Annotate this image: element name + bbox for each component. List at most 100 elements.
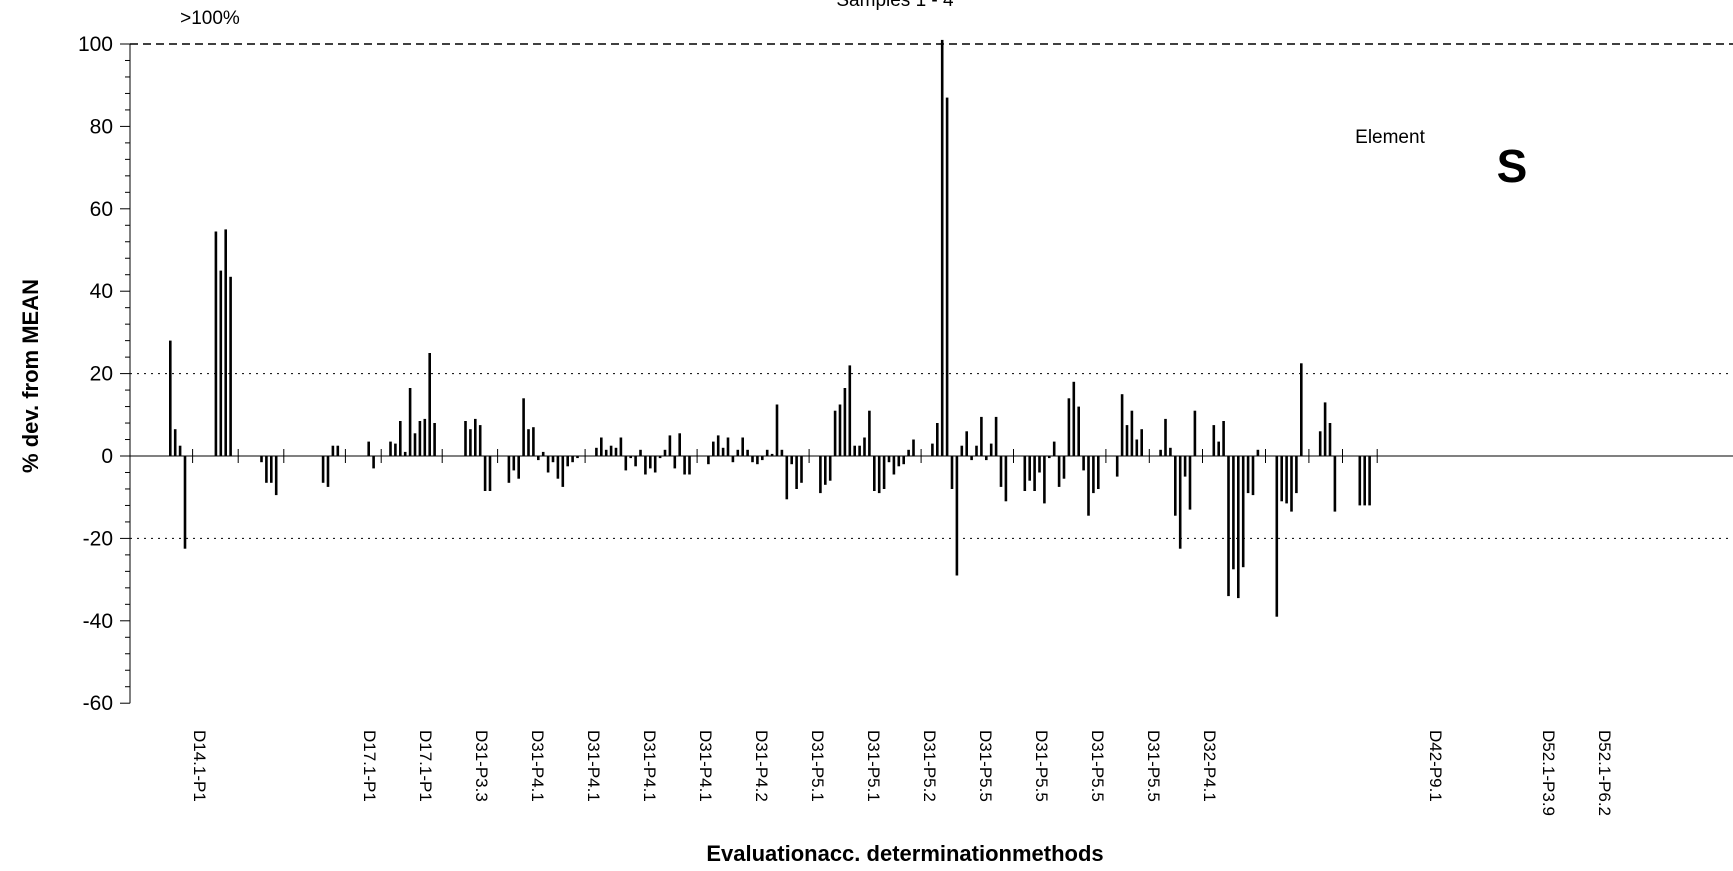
bar: [1363, 456, 1366, 506]
bar: [478, 425, 482, 456]
bar: [1246, 456, 1250, 494]
bar: [828, 456, 832, 481]
bar: [321, 456, 325, 483]
bar: [517, 456, 520, 479]
bar: [1169, 447, 1172, 456]
bar: [721, 447, 725, 456]
bar: [1004, 456, 1008, 502]
bar: [980, 416, 983, 456]
y-tick-label: -20: [83, 527, 113, 550]
bar: [1130, 410, 1134, 456]
category-label: D31-P4.1: [640, 730, 659, 802]
bar: [532, 427, 535, 456]
bar: [1285, 456, 1288, 504]
category-label: D31-P5.2: [920, 730, 939, 802]
reference-lines: [130, 43, 1733, 539]
bar: [1038, 456, 1041, 473]
bar: [566, 456, 569, 467]
bar: [873, 456, 876, 491]
bar: [931, 443, 934, 456]
bar: [970, 456, 973, 461]
bar: [1048, 456, 1051, 459]
bar: [604, 449, 608, 456]
bar: [507, 456, 511, 483]
bar: [413, 433, 417, 456]
bar: [1087, 456, 1090, 516]
bar: [985, 456, 988, 461]
bar: [683, 456, 686, 475]
bar: [260, 456, 263, 463]
overflow-label: >100%: [180, 8, 240, 29]
category-label: D32-P4.1: [1200, 730, 1219, 802]
bar: [863, 437, 866, 456]
bar: [819, 456, 822, 494]
bar: [1318, 431, 1322, 456]
category-label: D31-P3.3: [472, 730, 491, 802]
bar: [994, 416, 998, 456]
bar: [1125, 425, 1129, 456]
bar: [751, 456, 754, 463]
bar: [1368, 456, 1371, 506]
bar: [408, 388, 412, 456]
bar: [595, 447, 598, 456]
bar: [1115, 456, 1119, 477]
bar: [999, 456, 1003, 487]
bar: [1212, 425, 1216, 456]
bars: [169, 39, 1378, 617]
bar: [902, 456, 905, 465]
bar: [274, 456, 278, 496]
bar: [326, 456, 330, 487]
category-label: D52.1-P3.9: [1539, 730, 1558, 816]
bar: [858, 445, 861, 456]
bar: [892, 456, 896, 475]
bar: [474, 418, 477, 456]
bar: [649, 456, 652, 469]
y-tick-label: 80: [90, 115, 113, 138]
category-label: D31-P5.5: [1032, 730, 1051, 802]
category-label: D31-P5.1: [864, 730, 883, 802]
bar: [418, 421, 422, 456]
bar: [644, 456, 647, 475]
bar: [1072, 381, 1076, 456]
bar: [746, 449, 749, 456]
category-label: D17.1-P1: [416, 730, 435, 802]
bar: [765, 449, 769, 456]
bar: [736, 449, 740, 456]
bar: [634, 456, 637, 467]
bar: [1120, 394, 1124, 456]
bar: [629, 456, 632, 459]
category-label: D31-P5.1: [808, 730, 827, 802]
category-label: D52.1-P6.2: [1595, 730, 1614, 816]
bar: [173, 429, 177, 456]
element-label: Element: [1355, 127, 1425, 148]
bar: [469, 429, 472, 456]
bar: [780, 449, 784, 456]
bar: [1057, 456, 1061, 487]
bar: [433, 423, 436, 456]
bar: [1033, 456, 1036, 491]
bar: [1183, 456, 1187, 477]
bar: [1135, 439, 1139, 456]
bar: [761, 456, 764, 461]
bar: [756, 456, 759, 465]
bar: [843, 388, 847, 456]
bar: [975, 445, 978, 456]
bar: [790, 456, 793, 465]
bar: [1251, 456, 1255, 496]
bar: [556, 456, 560, 479]
bar: [183, 456, 187, 549]
bar: [1222, 421, 1225, 456]
bar: [1295, 456, 1298, 494]
bar: [945, 97, 949, 456]
bar: [848, 365, 852, 456]
bar: [726, 437, 730, 456]
bar: [785, 456, 789, 500]
bar: [576, 456, 579, 459]
bar: [1092, 456, 1095, 494]
bar: [331, 445, 335, 456]
bar: [399, 421, 402, 456]
bar: [639, 449, 642, 456]
bar: [169, 340, 172, 456]
bar: [229, 276, 232, 456]
